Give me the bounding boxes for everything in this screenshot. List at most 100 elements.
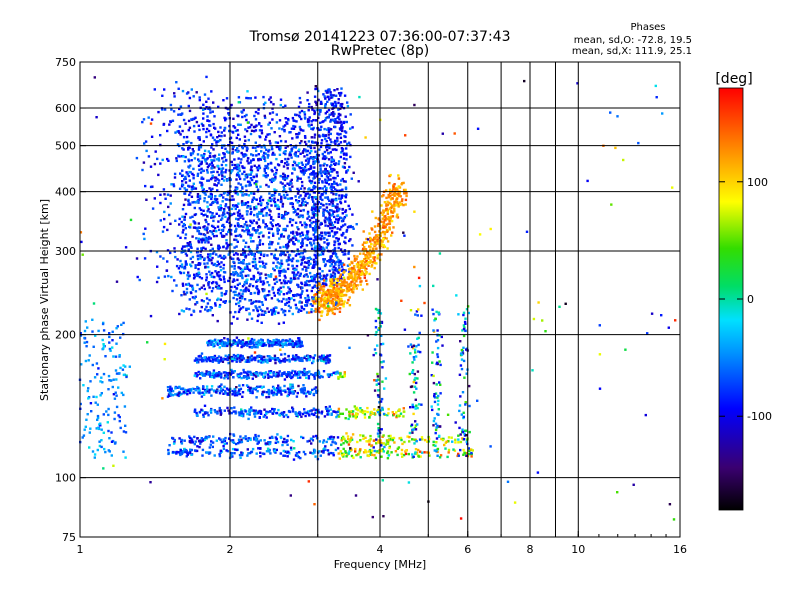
echo-point — [203, 152, 206, 156]
echo-point — [317, 134, 321, 137]
echo-point — [181, 265, 184, 269]
echo-point — [179, 393, 182, 396]
echo-point — [161, 158, 164, 162]
echo-point — [252, 227, 255, 230]
echo-point — [274, 173, 277, 176]
echo-point — [349, 271, 352, 274]
echo-point — [217, 247, 220, 251]
echo-point — [207, 414, 210, 417]
echo-point — [328, 260, 331, 264]
echo-point — [359, 407, 362, 410]
echo-point — [318, 276, 321, 279]
echo-point — [206, 215, 209, 218]
echo-point — [243, 115, 247, 118]
echo-point — [313, 112, 316, 116]
echo-point — [354, 407, 358, 411]
echo-point — [188, 96, 192, 100]
echo-point — [243, 135, 247, 138]
echo-point — [247, 194, 251, 197]
echo-point — [278, 153, 282, 156]
echo-point — [342, 217, 346, 220]
echo-point — [337, 261, 341, 264]
echo-point — [212, 155, 215, 158]
echo-point — [259, 412, 263, 415]
echo-point — [190, 195, 194, 198]
echo-point — [171, 289, 174, 293]
echo-point — [329, 408, 332, 411]
echo-point — [215, 272, 219, 275]
echo-point — [314, 386, 318, 389]
echo-point — [271, 153, 274, 156]
echo-point — [248, 451, 252, 455]
echo-point — [236, 253, 239, 256]
echo-point — [209, 133, 213, 136]
echo-point — [347, 452, 350, 455]
echo-point — [308, 284, 311, 287]
echo-point — [351, 126, 354, 129]
echo-point — [238, 292, 241, 295]
echo-point — [257, 251, 260, 254]
echo-point — [213, 197, 217, 201]
echo-point — [219, 204, 222, 208]
echo-point — [211, 143, 214, 146]
echo-point — [268, 213, 271, 217]
echo-point — [266, 294, 269, 297]
echo-point — [251, 200, 254, 204]
echo-point — [244, 274, 247, 278]
echo-point — [281, 175, 285, 179]
echo-point — [222, 444, 225, 448]
echo-point — [161, 230, 165, 233]
echo-point — [369, 240, 372, 243]
echo-point — [209, 195, 213, 198]
echo-point — [322, 171, 326, 174]
echo-point — [294, 303, 297, 307]
echo-point — [241, 165, 244, 168]
echo-point — [262, 415, 265, 418]
echo-point — [237, 310, 241, 314]
echo-point — [177, 113, 180, 116]
echo-point — [324, 116, 328, 120]
echo-point — [388, 195, 391, 199]
echo-point — [240, 151, 243, 155]
echo-point — [270, 198, 273, 201]
echo-point — [189, 450, 192, 453]
echo-point — [297, 277, 300, 280]
echo-point — [300, 140, 303, 143]
echo-point — [202, 413, 205, 416]
echo-point — [301, 238, 304, 241]
echo-point — [294, 411, 297, 414]
echo-point — [208, 187, 211, 190]
echo-point — [313, 136, 316, 139]
echo-point — [218, 228, 221, 232]
echo-point — [389, 173, 392, 177]
echo-point — [249, 205, 252, 208]
echo-point — [332, 235, 335, 238]
echo-point — [336, 410, 340, 414]
echo-point — [186, 274, 189, 277]
echo-point — [279, 246, 282, 249]
echo-point — [271, 151, 275, 155]
echo-point — [209, 237, 212, 240]
echo-point — [290, 438, 293, 442]
echo-point — [217, 275, 221, 278]
echo-point — [345, 441, 349, 444]
echo-point — [307, 159, 311, 162]
echo-point — [241, 115, 244, 119]
echo-point — [200, 212, 203, 215]
echo-point — [230, 452, 234, 455]
echo-point — [295, 199, 298, 202]
echo-point — [197, 267, 200, 271]
echo-point — [398, 201, 401, 204]
echo-point — [382, 226, 385, 229]
echo-point — [305, 266, 308, 269]
echo-point — [332, 283, 335, 287]
echo-point — [239, 253, 243, 256]
echo-point — [224, 164, 228, 167]
echo-point — [232, 198, 235, 201]
echo-point — [290, 156, 293, 159]
echo-point — [291, 369, 294, 373]
echo-point — [397, 414, 400, 417]
echo-point — [178, 187, 182, 190]
echo-point — [200, 167, 203, 170]
echo-point — [327, 375, 331, 378]
